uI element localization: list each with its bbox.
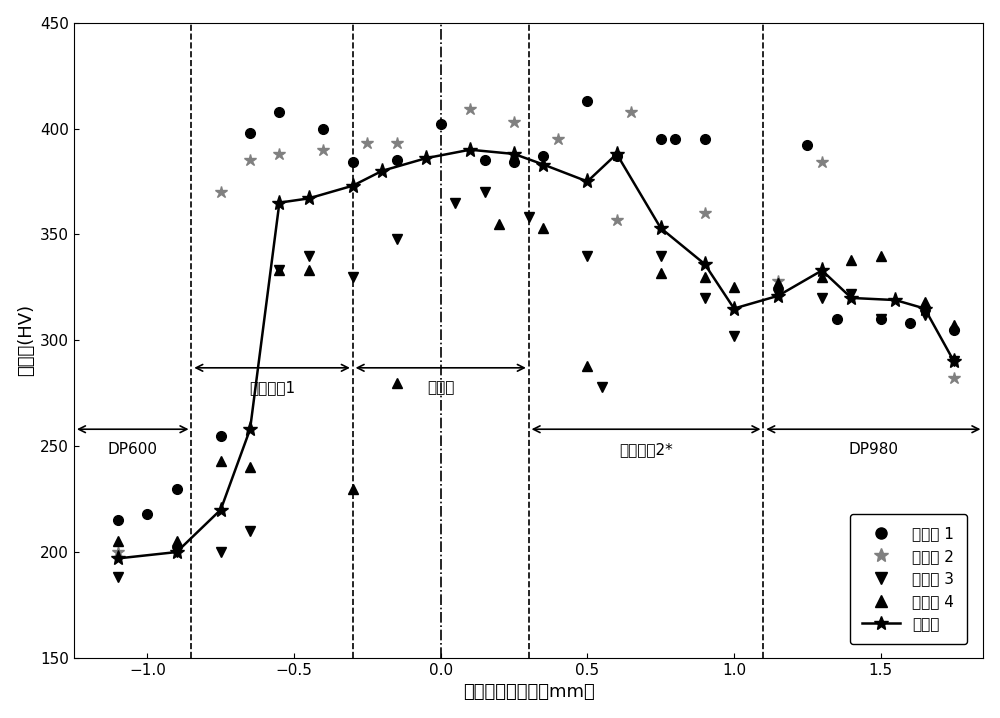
Legend: 测试线 1, 测试线 2, 测试线 3, 测试线 4, 平均値: 测试线 1, 测试线 2, 测试线 3, 测试线 4, 平均値 <box>850 514 967 644</box>
Y-axis label: 硬度値(HV): 硬度値(HV) <box>17 304 35 376</box>
X-axis label: 离焊缝中心距离（mm）: 离焊缝中心距离（mm） <box>463 684 595 701</box>
Text: DP600: DP600 <box>108 442 158 457</box>
Text: 热影响区1: 热影响区1 <box>249 381 295 396</box>
Text: 燕池区: 燕池区 <box>427 381 454 396</box>
Text: DP980: DP980 <box>848 442 898 457</box>
Text: 热影响区2*: 热影响区2* <box>619 442 673 457</box>
